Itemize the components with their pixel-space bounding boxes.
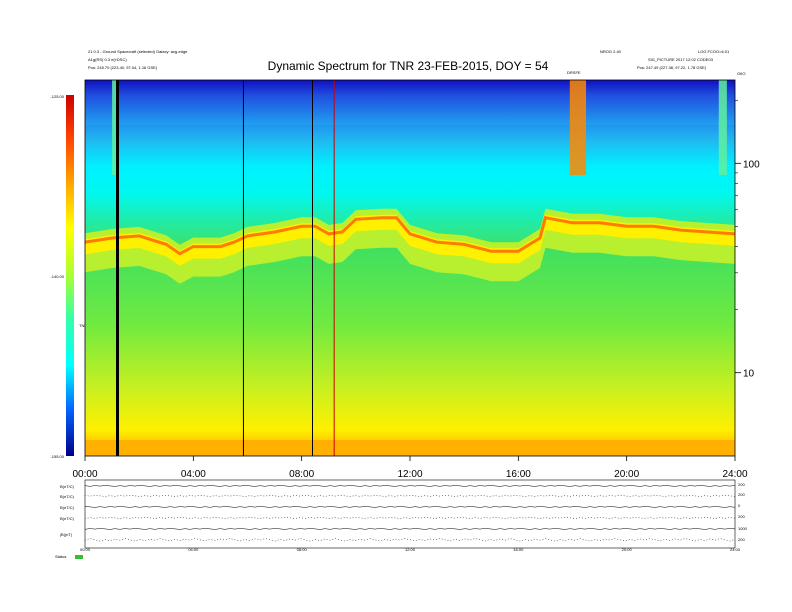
colorbar-label: TNR [79, 323, 87, 328]
x-tick-label: 24:00 [722, 469, 747, 480]
radio-burst [112, 80, 118, 175]
bottom-label-4: B(nT/C) [60, 516, 75, 521]
bottom-right-tick-5: 1000 [738, 526, 748, 531]
high-frequency-band [85, 80, 735, 125]
x-tick-label: 04:00 [181, 469, 206, 480]
low-frequency-band [85, 440, 735, 456]
right-top-label: GIIO [737, 71, 745, 76]
bottom-trace [84, 538, 736, 542]
bottom-x-tick-label: 04:00 [188, 547, 199, 552]
colorbar-tick-bottom: -155.00 [50, 454, 64, 459]
header-left-1: 21 0.3 - Ground Spacecraft (selected) Ga… [88, 49, 188, 54]
spectrogram [85, 80, 735, 456]
bottom-label-1: B(nT/C) [60, 484, 75, 489]
colorbar-tick-top: -125.00 [50, 94, 64, 99]
x-tick-label: 20:00 [614, 469, 639, 480]
x-tick-label: 00:00 [72, 469, 97, 480]
bottom-x-tick-label: 12:00 [405, 547, 416, 552]
colorbar [66, 95, 74, 456]
bottom-x-tick-label: 08:00 [297, 547, 308, 552]
header-right-top-1: NROG 2.40 [600, 49, 622, 54]
bottom-right-tick-1: 200 [738, 482, 745, 487]
header-left-3: Pos: 245.70 (223.40, 97.04, 1.16 GSE) [88, 65, 158, 70]
radio-burst [718, 80, 727, 175]
status-label: Status [55, 554, 66, 559]
x-tick-label: 12:00 [397, 469, 422, 480]
colorbar-tick-mid: -140.00 [50, 274, 64, 279]
bottom-right-tick-3: 0 [738, 503, 741, 508]
plasma-band-core [85, 214, 735, 266]
event-label: DRSFE [567, 70, 581, 75]
bottom-panel-frame [84, 479, 736, 549]
bottom-right-tick-4: 200 [738, 514, 745, 519]
bottom-right-tick-2: 200 [738, 492, 745, 497]
header-right-top-2: LOG FCOO=6.01 [698, 49, 730, 54]
bottom-trace [84, 506, 736, 508]
chart-title: Dynamic Spectrum for TNR 23-FEB-2015, DO… [268, 59, 549, 73]
bottom-x-tick-label: 00:00 [80, 547, 91, 552]
bottom-trace [84, 517, 736, 519]
bottom-x-tick-label: 20:00 [622, 547, 633, 552]
status-indicator [75, 555, 83, 559]
x-tick-label: 16:00 [506, 469, 531, 480]
bottom-panel: B(nT/C) B(nT/C) B(nT/C) B(nT/C) |B|(nT) … [55, 479, 748, 559]
bottom-trace [84, 485, 736, 487]
radio-burst [569, 80, 587, 175]
y-tick-label: 100 [743, 159, 760, 170]
bottom-x-tick-label: 16:00 [513, 547, 524, 552]
y-tick-label: 10 [743, 369, 755, 380]
x-tick-label: 08:00 [289, 469, 314, 480]
bottom-x-tick-label: 24:00 [730, 547, 741, 552]
bottom-right-tick-6: 200 [738, 537, 745, 542]
bottom-label-2: B(nT/C) [60, 494, 75, 499]
bottom-trace [84, 528, 736, 530]
header-right-2: Pos: 247.49 (227.38, 97.22, 1.78 GSE) [637, 65, 707, 70]
plasma-line [85, 215, 735, 256]
header-left-2: A1g(RS) 0.3 e(t:DSC) [88, 57, 127, 62]
bottom-label-3: B(nT/C) [60, 505, 75, 510]
bottom-trace [84, 495, 736, 497]
bottom-label-5: |B|(nT) [60, 532, 73, 537]
header-right-1: SIG_PICTURE 2017 12:02 CODE03 [648, 57, 714, 62]
